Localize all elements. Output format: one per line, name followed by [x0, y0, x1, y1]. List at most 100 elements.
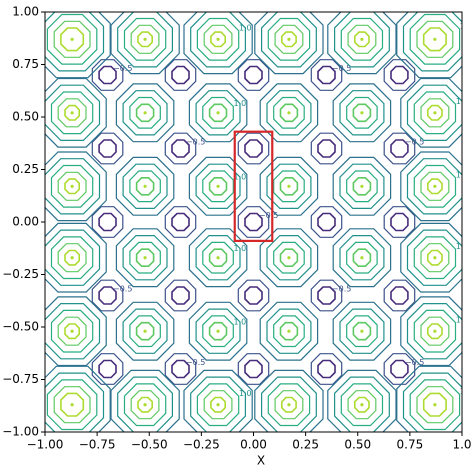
contour-line — [171, 65, 190, 85]
contour-label: −0.5 — [113, 285, 132, 294]
contour-line — [91, 59, 124, 91]
contour-line — [267, 383, 311, 427]
contour-line — [183, 369, 253, 432]
contour-line — [310, 353, 343, 385]
contour-line — [130, 390, 160, 420]
contour-line — [254, 12, 324, 75]
contour-line — [254, 369, 324, 432]
contour-label: 1.0 — [234, 99, 247, 108]
contour-line — [115, 228, 175, 288]
contour-line — [310, 206, 343, 238]
peak-dot — [70, 329, 74, 333]
contour-label: −0.5 — [186, 138, 205, 147]
contour-line — [279, 321, 299, 341]
contour-line — [317, 212, 336, 232]
contour-line — [332, 301, 392, 361]
contour-line — [188, 156, 248, 216]
contour-line — [202, 96, 234, 129]
highlight-box — [233, 130, 274, 242]
contour-line — [420, 243, 450, 273]
peak-dot — [360, 37, 364, 41]
peak-dot — [216, 111, 220, 115]
x-tick-label: −0.75 — [79, 438, 116, 452]
contour-line — [279, 103, 299, 123]
contour-line — [280, 396, 297, 413]
contour-line — [400, 151, 462, 222]
contour-line — [332, 156, 392, 216]
contour-line — [50, 236, 94, 280]
contour-line — [135, 321, 155, 341]
y-tick-label: 0.25 — [12, 162, 39, 176]
peak-dot — [143, 111, 147, 115]
y-tick-label: −0.75 — [2, 372, 39, 386]
peak-dot — [143, 256, 147, 260]
contour-label: −0.5 — [332, 64, 351, 73]
contour-line — [164, 132, 197, 165]
contour-line — [60, 392, 85, 417]
contour-line — [406, 303, 462, 360]
contour-line — [237, 59, 270, 91]
peak-dot — [216, 184, 220, 188]
contour-line — [259, 301, 319, 361]
contour-line — [64, 104, 80, 121]
x-tick-label: 0.00 — [240, 438, 267, 452]
peak-dot — [216, 37, 220, 41]
peak-dot — [433, 403, 437, 407]
contour-line — [390, 212, 409, 232]
contour-line — [130, 24, 160, 54]
contour-line — [122, 90, 168, 136]
contour-line — [57, 171, 87, 201]
contour-line — [98, 286, 117, 305]
contour-line — [259, 228, 319, 288]
contour-line — [137, 31, 153, 48]
contour-label: 1.0 — [239, 23, 252, 32]
contour-line — [416, 386, 454, 424]
contour-line — [203, 390, 233, 420]
peak-dot — [70, 403, 74, 407]
contour-line — [110, 12, 180, 75]
peak-dot — [287, 111, 291, 115]
y-tick-label: 1.00 — [12, 5, 39, 19]
contour-line — [267, 17, 311, 61]
contour-line — [334, 376, 390, 432]
contour-line — [334, 12, 390, 68]
contour-line — [164, 59, 197, 91]
contour-line — [135, 103, 155, 123]
contour-line — [266, 163, 312, 209]
contour-line — [406, 158, 462, 215]
peak-dot — [143, 403, 147, 407]
contour-line — [210, 396, 226, 413]
contour-line — [45, 12, 111, 79]
contour-line — [317, 139, 336, 158]
contour-line — [188, 83, 248, 143]
contour-line — [60, 27, 85, 52]
contour-line — [346, 241, 378, 274]
contour-line — [122, 235, 168, 281]
contour-label: 1.0 — [234, 318, 247, 327]
contour-line — [50, 91, 94, 135]
contour-label: −0.5 — [332, 285, 351, 294]
contour-line — [117, 12, 173, 68]
contour-line — [353, 396, 370, 413]
contour-line — [310, 132, 343, 165]
contour-line — [396, 365, 462, 432]
contour-line — [383, 132, 416, 165]
contour-line — [45, 12, 105, 72]
peak-dot — [70, 111, 74, 115]
y-tick-label: −1.00 — [2, 425, 39, 439]
contour-line — [266, 308, 312, 354]
contour-line — [279, 177, 299, 196]
peak-dot — [287, 256, 291, 260]
contour-line — [390, 286, 409, 305]
contour-line — [244, 286, 263, 305]
peak-dot — [287, 329, 291, 333]
y-tick-label: −0.25 — [2, 267, 39, 281]
contour-line — [383, 59, 416, 91]
y-tick-label: 0.00 — [12, 215, 39, 229]
contour-line — [45, 365, 111, 432]
contour-line — [317, 65, 336, 85]
contour-line — [115, 83, 175, 143]
contour-line — [210, 31, 226, 48]
peak-dot — [433, 184, 437, 188]
contour-line — [426, 323, 443, 340]
